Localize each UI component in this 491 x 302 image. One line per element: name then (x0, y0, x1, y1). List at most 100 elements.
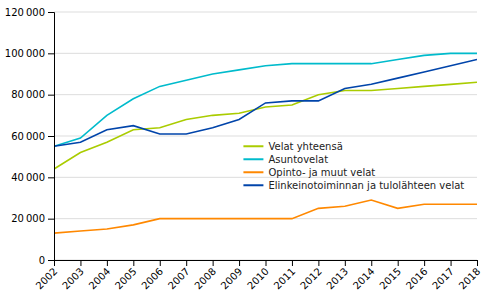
x-tick-label: 2016 (404, 266, 430, 292)
x-tick-label: 2003 (60, 266, 86, 292)
y-axis-line (48, 13, 55, 261)
x-tick-mark (160, 260, 161, 266)
x-tick-label: 2006 (139, 266, 165, 292)
x-tick-label: 2012 (298, 266, 324, 292)
y-tick-mark (48, 177, 54, 178)
legend-item: Opinto- ja muut velat (243, 167, 375, 178)
x-tick: 2002 (34, 260, 60, 291)
legend-label: Opinto- ja muut velat (268, 167, 375, 178)
y-tick-label: 60 000 (11, 131, 45, 142)
x-tick-mark (371, 260, 372, 266)
x-tick-mark (318, 260, 319, 266)
x-tick-mark (107, 260, 108, 266)
x-tick: 2011 (272, 260, 298, 291)
y-tick-label: 0 (39, 255, 45, 266)
legend-label: Velat yhteensä (268, 141, 342, 152)
x-tick-mark (213, 260, 214, 266)
x-tick-mark (292, 260, 293, 266)
y-tick: 0 (39, 255, 54, 266)
grid-line (54, 136, 477, 137)
x-tick-label: 2017 (430, 266, 456, 292)
x-tick-label: 2013 (324, 266, 350, 292)
plot-area: 2002200320042005200620072008200920102011… (5, 7, 483, 292)
x-tick: 2007 (166, 260, 192, 291)
x-tick-label: 2008 (192, 266, 218, 292)
x-tick-mark (398, 260, 399, 266)
y-tick: 60 000 (11, 131, 54, 142)
x-tick-mark (345, 260, 346, 266)
y-tick: 80 000 (11, 89, 54, 100)
series-line (54, 82, 477, 169)
y-tick-label: 100 000 (5, 48, 45, 59)
legend-swatch (243, 171, 263, 173)
series-line (54, 200, 477, 233)
x-axis: 2002200320042005200620072008200920102011… (34, 260, 483, 291)
legend-swatch (243, 184, 263, 186)
grid-line (54, 177, 477, 178)
x-tick: 2016 (404, 260, 430, 291)
x-tick-mark (186, 260, 187, 266)
x-tick: 2006 (139, 260, 165, 291)
x-tick: 2012 (298, 260, 324, 291)
y-tick: 20 000 (11, 213, 54, 224)
y-tick-label: 20 000 (11, 213, 45, 224)
legend-swatch (243, 145, 263, 147)
x-tick: 2004 (87, 260, 113, 291)
x-tick: 2010 (245, 260, 271, 291)
y-axis: 0 20 000 40 000 60 000 80 000 100 000 120 000 (5, 7, 55, 266)
series-line (54, 60, 477, 147)
x-axis-line (55, 261, 478, 267)
y-tick-mark (48, 219, 54, 220)
x-tick-label: 2018 (457, 266, 483, 292)
series-line (54, 53, 477, 146)
y-tick-label: 120 000 (5, 7, 45, 18)
grid (54, 12, 477, 260)
y-tick-label: 40 000 (11, 172, 45, 183)
lines (54, 53, 477, 233)
x-tick-label: 2005 (113, 266, 139, 292)
x-tick-mark (424, 260, 425, 266)
chart: 2002200320042005200620072008200920102011… (0, 0, 491, 302)
legend-label: Elinkeinotoiminnan ja tulolähteen velat (268, 180, 464, 191)
x-tick: 2015 (377, 260, 403, 291)
y-tick: 40 000 (11, 172, 54, 183)
legend: Velat yhteensä Asuntovelat Opinto- ja muut… (243, 141, 464, 191)
grid-line (54, 12, 477, 13)
x-tick-mark (239, 260, 240, 266)
x-tick-mark (477, 260, 478, 266)
x-tick-mark (80, 260, 81, 266)
legend-item: Asuntovelat (243, 154, 328, 165)
y-tick-label: 80 000 (11, 89, 45, 100)
x-tick: 2017 (430, 260, 456, 291)
legend-swatch (243, 158, 263, 160)
y-tick-mark (48, 260, 54, 261)
x-tick: 2008 (192, 260, 218, 291)
x-tick-label: 2009 (219, 266, 245, 292)
x-tick: 2009 (219, 260, 245, 291)
x-tick-label: 2004 (87, 266, 113, 292)
x-tick: 2018 (457, 260, 483, 291)
y-tick-mark (48, 136, 54, 137)
x-tick-label: 2007 (166, 266, 192, 292)
y-tick-mark (48, 53, 54, 54)
x-tick: 2005 (113, 260, 139, 291)
x-tick-label: 2002 (34, 266, 60, 292)
x-tick-label: 2010 (245, 266, 271, 292)
legend-item: Velat yhteensä (243, 141, 342, 152)
legend-item: Elinkeinotoiminnan ja tulolähteen velat (243, 180, 464, 191)
y-tick-mark (48, 12, 54, 13)
x-tick: 2003 (60, 260, 86, 291)
x-tick-label: 2011 (272, 266, 298, 292)
y-tick-mark (48, 95, 54, 96)
x-tick-mark (451, 260, 452, 266)
y-tick: 120 000 (5, 7, 54, 18)
x-tick: 2014 (351, 260, 377, 291)
legend-label: Asuntovelat (268, 154, 328, 165)
x-tick-label: 2014 (351, 266, 377, 292)
x-tick: 2013 (324, 260, 350, 291)
x-tick-label: 2015 (377, 266, 403, 292)
grid-line (54, 94, 477, 95)
y-tick: 100 000 (5, 48, 54, 59)
x-tick-mark (133, 260, 134, 266)
x-tick-mark (266, 260, 267, 266)
